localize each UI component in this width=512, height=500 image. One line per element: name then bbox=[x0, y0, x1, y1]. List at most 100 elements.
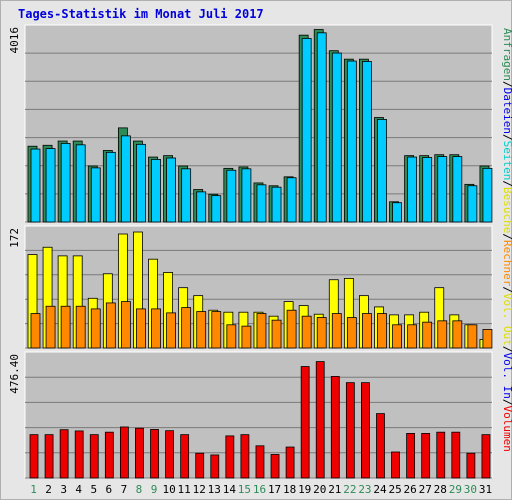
bar-rechner-25 bbox=[392, 324, 402, 349]
bar-volumen-18 bbox=[285, 446, 295, 479]
bar-volumen-28 bbox=[436, 431, 446, 479]
bar-rechner-28 bbox=[437, 320, 448, 349]
right-legend: Anfragen/Dateien/Seiten/Besuche/Rechner/… bbox=[501, 28, 512, 452]
x-tick-label-21: 21 bbox=[328, 483, 341, 496]
bar-volumen-1 bbox=[29, 434, 39, 479]
bar-rechner-24 bbox=[377, 313, 387, 349]
bar-volumen-27 bbox=[421, 433, 431, 479]
legend-item-9: / bbox=[501, 286, 512, 293]
x-tick-label-10: 10 bbox=[162, 483, 175, 496]
bar-dateien-29 bbox=[452, 156, 463, 223]
bar-dateien-22 bbox=[346, 60, 357, 223]
bar-rechner-15 bbox=[241, 325, 252, 349]
bar-rechner-8 bbox=[136, 308, 146, 349]
x-tick-label-20: 20 bbox=[313, 483, 326, 496]
x-tick-label-29: 29 bbox=[449, 483, 462, 496]
x-tick-label-4: 4 bbox=[75, 483, 82, 496]
bar-rechner-10 bbox=[166, 312, 176, 349]
x-tick-label-16: 16 bbox=[253, 483, 266, 496]
x-tick-label-25: 25 bbox=[388, 483, 401, 496]
x-tick-label-15: 15 bbox=[238, 483, 251, 496]
bar-volumen-29 bbox=[451, 431, 461, 479]
bar-dateien-7 bbox=[120, 135, 131, 223]
legend-item-3: / bbox=[501, 134, 512, 141]
bar-dateien-25 bbox=[392, 202, 402, 223]
bar-dateien-16 bbox=[256, 184, 267, 223]
bar-dateien-10 bbox=[166, 157, 176, 223]
bar-dateien-2 bbox=[45, 148, 56, 223]
x-tick-label-27: 27 bbox=[419, 483, 432, 496]
bar-dateien-12 bbox=[196, 191, 207, 223]
bar-rechner-1 bbox=[30, 313, 41, 349]
bar-volumen-10 bbox=[165, 430, 174, 479]
bar-dateien-18 bbox=[286, 177, 297, 223]
x-tick-label-30: 30 bbox=[464, 483, 477, 496]
bar-volumen-12 bbox=[195, 452, 205, 479]
bar-rechner-9 bbox=[151, 308, 161, 349]
x-tick-label-8: 8 bbox=[136, 483, 143, 496]
bar-rechner-30 bbox=[467, 324, 478, 349]
x-tick-label-3: 3 bbox=[60, 483, 67, 496]
bar-volumen-11 bbox=[180, 434, 190, 479]
bar-dateien-26 bbox=[407, 156, 418, 223]
x-tick-label-12: 12 bbox=[193, 483, 206, 496]
bar-rechner-29 bbox=[452, 320, 463, 349]
x-tick-label-9: 9 bbox=[151, 483, 158, 496]
bar-rechner-20 bbox=[316, 317, 327, 349]
bar-volumen-6 bbox=[104, 431, 114, 479]
x-tick-label-6: 6 bbox=[106, 483, 113, 496]
bar-volumen-14 bbox=[225, 435, 235, 479]
x-tick-label-22: 22 bbox=[343, 483, 356, 496]
bar-rechner-19 bbox=[301, 315, 312, 349]
legend-item-1: / bbox=[501, 81, 512, 88]
x-tick-label-13: 13 bbox=[208, 483, 221, 496]
legend-item-5: / bbox=[501, 180, 512, 187]
x-tick-label-11: 11 bbox=[178, 483, 191, 496]
x-tick-label-2: 2 bbox=[45, 483, 52, 496]
bar-dateien-15 bbox=[241, 168, 252, 223]
bar-volumen-23 bbox=[361, 382, 370, 479]
bar-dateien-21 bbox=[331, 52, 342, 223]
bar-rechner-14 bbox=[226, 324, 237, 349]
legend-item-14: Volumen bbox=[501, 406, 512, 452]
bar-rechner-3 bbox=[60, 305, 71, 349]
bar-rechner-12 bbox=[196, 311, 207, 349]
bar-volumen-31 bbox=[481, 434, 491, 479]
x-tick-label-1: 1 bbox=[30, 483, 37, 496]
bar-rechner-21 bbox=[331, 313, 342, 349]
bar-dateien-13 bbox=[211, 195, 222, 223]
bar-rechner-2 bbox=[45, 305, 56, 349]
bar-dateien-5 bbox=[90, 167, 101, 223]
bar-dateien-3 bbox=[60, 143, 71, 223]
bar-rechner-7 bbox=[120, 301, 131, 349]
bar-dateien-30 bbox=[467, 185, 478, 223]
bar-volumen-20 bbox=[315, 361, 325, 479]
bar-volumen-5 bbox=[89, 434, 99, 479]
bar-rechner-13 bbox=[211, 311, 222, 349]
bar-volumen-3 bbox=[59, 429, 69, 479]
bar-volumen-13 bbox=[210, 454, 220, 479]
bar-rechner-31 bbox=[482, 329, 493, 349]
bar-rechner-6 bbox=[105, 302, 116, 349]
x-tick-label-7: 7 bbox=[121, 483, 128, 496]
legend-item-2: Dateien bbox=[501, 88, 512, 134]
bar-dateien-28 bbox=[437, 156, 448, 223]
bar-dateien-8 bbox=[136, 143, 146, 223]
x-tick-label-24: 24 bbox=[373, 483, 387, 496]
chart-title: Tages-Statistik im Monat Juli 2017 bbox=[18, 7, 264, 21]
bar-volumen-26 bbox=[406, 433, 416, 479]
bar-dateien-31 bbox=[482, 167, 493, 223]
legend-item-12: Vol. In bbox=[501, 353, 512, 399]
bar-volumen-2 bbox=[44, 434, 54, 479]
bar-volumen-17 bbox=[270, 454, 280, 479]
x-tick-label-28: 28 bbox=[434, 483, 447, 496]
x-tick-label-18: 18 bbox=[283, 483, 296, 496]
legend-item-13: / bbox=[501, 399, 512, 406]
bar-volumen-15 bbox=[240, 434, 250, 479]
bar-volumen-16 bbox=[255, 445, 265, 479]
legend-item-7: / bbox=[501, 233, 512, 240]
bar-rechner-4 bbox=[75, 305, 86, 349]
bar-rechner-18 bbox=[286, 309, 297, 349]
bar-rechner-26 bbox=[407, 324, 418, 349]
